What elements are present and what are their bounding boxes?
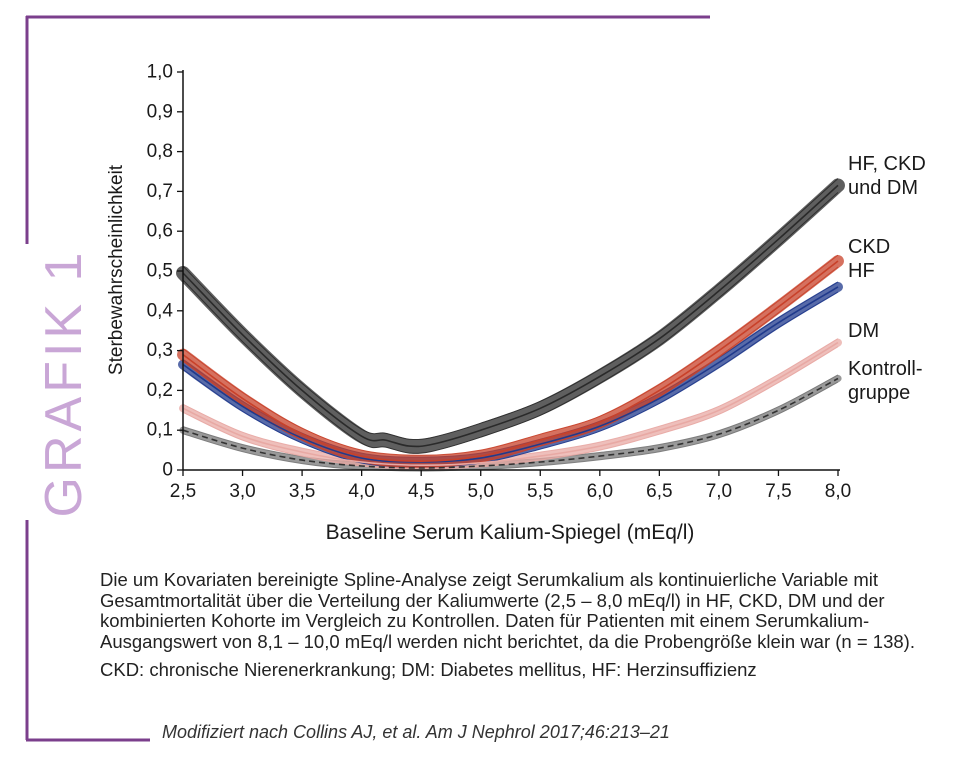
ckd-series-label: CKD <box>848 236 890 258</box>
y-tick-label: 0,9 <box>147 101 173 122</box>
y-tick-label: 0,3 <box>147 340 173 361</box>
y-tick-label: 0,8 <box>147 141 173 162</box>
y-tick-label: 0,4 <box>147 300 174 321</box>
ckd-series-line <box>182 260 839 463</box>
figure-label: GRAFIK 1 <box>35 249 84 518</box>
x-tick-label: 5,0 <box>468 481 494 502</box>
y-tick-label: 0,7 <box>147 181 173 202</box>
y-tick-label: 0,1 <box>147 420 173 441</box>
y-tick-label: 1,0 <box>147 62 173 83</box>
kontrollgruppe-band-lower <box>182 381 839 471</box>
x-axis-label: Baseline Serum Kalium-Spiegel (mEq/l) <box>326 521 695 544</box>
abbreviations-text: CKD: chronische Nierenerkrankung; DM: Di… <box>100 659 757 680</box>
x-tick-label: 6,0 <box>587 481 613 502</box>
kontrollgruppe-series-label: gruppe <box>848 382 910 404</box>
x-tick-label: 7,0 <box>706 481 732 502</box>
source-citation: Modifiziert nach Collins AJ, et al. Am J… <box>162 722 670 742</box>
y-tick-label: 0,2 <box>147 380 173 401</box>
kontrollgruppe-series-line <box>182 377 839 469</box>
hf-band-lower <box>182 291 839 468</box>
chart-axes: 0 0,1 0,2 0,3 0,4 0,5 0,6 0,7 0,8 0,9 1,0 2,5 3,0 3,5… <box>147 62 852 503</box>
hf-ckd-und-dm-band-upper <box>182 178 839 441</box>
x-tick-label: 2,5 <box>170 481 196 502</box>
hf-ckd-und-dm-series-line <box>182 184 839 448</box>
y-tick-label: 0 <box>162 460 173 481</box>
dm-series-line <box>182 341 839 467</box>
x-tick-label: 3,5 <box>289 481 315 502</box>
y-axis-label: Sterbewahrscheinlichkeit <box>106 164 127 375</box>
ckd-band-upper <box>182 254 839 456</box>
hf-ckd-und-dm-series-label: HF, CKD <box>848 153 926 175</box>
mortality-chart: 0 0,1 0,2 0,3 0,4 0,5 0,6 0,7 0,8 0,9 1,0 2,5 3,0 3,5… <box>106 62 926 545</box>
hf-ckd-und-dm-confidence-band <box>176 178 845 454</box>
x-tick-label: 4,5 <box>408 481 434 502</box>
hf-series-label: HF <box>848 260 875 282</box>
series-lines <box>182 184 839 469</box>
x-tick-label: 7,5 <box>765 481 791 502</box>
hf-ckd-und-dm-series-label: und DM <box>848 177 918 199</box>
x-tick-label: 5,5 <box>527 481 553 502</box>
y-tick-label: 0,5 <box>147 261 173 282</box>
ckd-band-lower <box>182 266 839 468</box>
caption-text: Die um Kovariaten bereinigte Spline-Anal… <box>100 569 915 652</box>
hf-ckd-und-dm-band-lower <box>182 192 839 454</box>
y-tick-label: 0,6 <box>147 221 173 242</box>
x-tick-label: 3,0 <box>229 481 255 502</box>
x-tick-label: 4,0 <box>348 481 374 502</box>
x-tick-label: 8,0 <box>825 481 851 502</box>
x-tick-label: 6,5 <box>646 481 672 502</box>
dm-series-label: DM <box>848 320 879 342</box>
caption: Die um Kovariaten bereinigte Spline-Anal… <box>100 569 940 681</box>
figure-label-text: GRAFIK 1 <box>35 249 84 518</box>
kontrollgruppe-series-label: Kontroll- <box>848 358 922 380</box>
hf-series-line <box>182 286 839 463</box>
